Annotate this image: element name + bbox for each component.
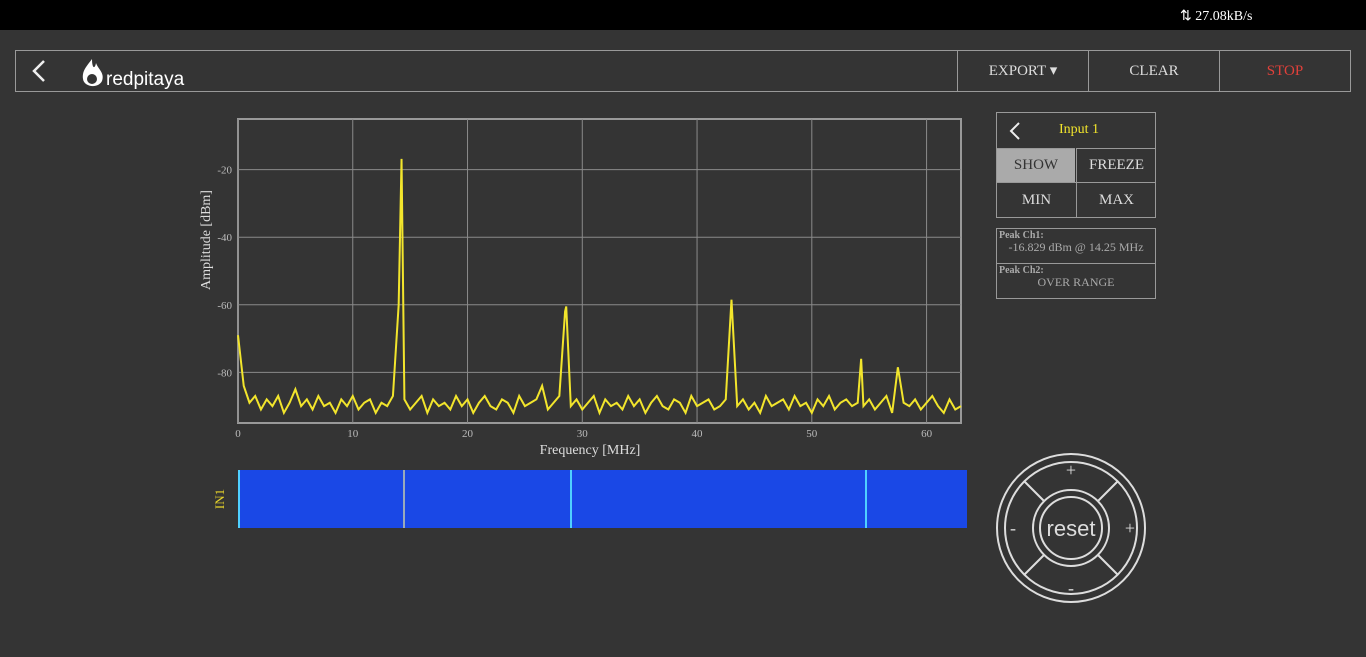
peak-panel: Peak Ch1: -16.829 dBm @ 14.25 MHz Peak C… (996, 228, 1156, 299)
panel-back[interactable] (1005, 113, 1025, 147)
x-tick-label: 30 (577, 428, 589, 440)
peak-ch2-value: OVER RANGE (1037, 275, 1115, 289)
clear-button[interactable]: CLEAR (1088, 51, 1219, 91)
export-button[interactable]: EXPORT ▾ (957, 51, 1088, 91)
input-panel: Input 1 SHOW FREEZE MIN MAX (996, 112, 1156, 218)
freeze-button[interactable]: FREEZE (1076, 148, 1156, 182)
up-button[interactable]: + (1066, 460, 1076, 480)
show-button[interactable]: SHOW (997, 148, 1075, 182)
min-button[interactable]: MIN (997, 182, 1076, 218)
y-tick-label: -80 (217, 367, 232, 379)
chart: Frequency [MHz] Amplitude [dBm] IN1 -20 -… (199, 118, 967, 528)
back-button[interactable] (26, 51, 56, 91)
x-axis-label: Frequency [MHz] (540, 443, 641, 458)
waterfall-label: IN1 (212, 489, 227, 509)
peak-ch1-label: Peak Ch1: (999, 230, 1044, 241)
joystick: reset + - - + (996, 453, 1146, 603)
right-button[interactable]: + (1125, 518, 1135, 538)
x-tick-label: 60 (921, 428, 933, 440)
nav-bar: redpitaya EXPORT ▾ CLEAR STOP (15, 50, 1351, 92)
y-tick-label: -60 (217, 300, 232, 312)
speed-text: 27.08kB/s (1195, 9, 1253, 24)
x-tick-label: 50 (806, 428, 818, 440)
x-tick-label: 10 (347, 428, 359, 440)
net-speed: ⇅ 27.08kB/s (1180, 9, 1253, 24)
export-text: EXPORT (988, 63, 1046, 79)
x-tick-label: 40 (692, 428, 704, 440)
stop-button[interactable]: STOP (1219, 51, 1350, 91)
x-tick-label: 20 (462, 428, 474, 440)
peak-ch2-label: Peak Ch2: (999, 265, 1044, 276)
peak-ch1-value: -16.829 dBm @ 14.25 MHz (1008, 240, 1144, 254)
max-button[interactable]: MAX (1076, 182, 1156, 218)
status-bar: ⇅ 27.08kB/s (0, 0, 1366, 30)
y-axis-label: Amplitude [dBm] (199, 190, 214, 290)
reset-button[interactable]: reset (1047, 516, 1096, 541)
panel-title: Input 1 (1058, 122, 1100, 137)
logo-text: redpitaya (106, 69, 185, 90)
waterfall (238, 470, 967, 528)
y-tick-label: -20 (217, 165, 232, 177)
down-button[interactable]: - (1068, 578, 1074, 598)
y-tick-label: -40 (217, 232, 232, 244)
x-tick-label: 0 (235, 428, 241, 440)
logo[interactable]: redpitaya (80, 51, 200, 91)
plot-frame (237, 118, 962, 424)
left-button[interactable]: - (1010, 518, 1016, 538)
spectrum-line (237, 158, 962, 416)
